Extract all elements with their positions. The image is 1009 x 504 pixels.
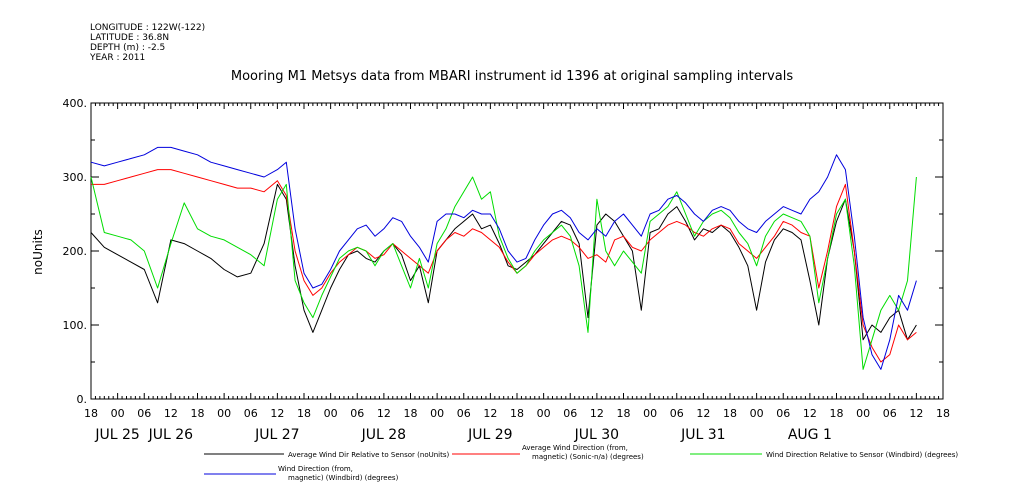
x-tick-label: 00 (430, 407, 444, 420)
x-date-label: AUG 1 (788, 427, 832, 443)
x-date-label: JUL 28 (361, 427, 406, 443)
x-tick-label: 00 (537, 407, 551, 420)
y-tick-label: 100. (63, 319, 88, 332)
series-line-1 (90, 183, 917, 341)
x-tick-label: 06 (244, 407, 258, 420)
axes: 0. 100. 200. 300. 400. 18 00 06 12 18 00 06 12 18 00 06… (63, 97, 951, 443)
x-tick-label: 18 (191, 407, 205, 420)
chart-title: Mooring M1 Metsys data from MBARI instru… (231, 69, 793, 84)
meta-depth: DEPTH (m) : -2.5 (90, 43, 166, 53)
y-tick-label: 200. (63, 245, 88, 258)
x-date-label: JUL 27 (254, 427, 299, 443)
series-line-3 (90, 176, 917, 370)
x-date-label: JUL 26 (148, 427, 194, 443)
x-tick-label: 00 (217, 407, 231, 420)
series-layer (90, 146, 917, 370)
y-tick-label: 300. (63, 171, 88, 184)
x-tick-label: 12 (590, 407, 604, 420)
x-tick-label: 12 (909, 407, 923, 420)
x-tick-label: 12 (483, 407, 497, 420)
series-line-4 (90, 146, 917, 370)
x-tick-label: 06 (137, 407, 151, 420)
x-tick-label: 06 (670, 407, 684, 420)
legend: Average Wind Dir Relative to Sensor (noU… (204, 444, 958, 482)
y-tick-label: 400. (63, 97, 88, 110)
meta-year: YEAR : 2011 (90, 53, 146, 63)
x-tick-label: 06 (776, 407, 790, 420)
x-date-label: JUL 25 (94, 427, 139, 443)
x-tick-label: 18 (404, 407, 418, 420)
plot-frame (90, 102, 944, 400)
x-tick-label: 06 (350, 407, 364, 420)
x-tick-label: 18 (510, 407, 524, 420)
y-axis-label: noUnits (31, 229, 45, 275)
x-tick-label: 18 (936, 407, 950, 420)
x-tick-label: 18 (830, 407, 844, 420)
x-tick-label: 12 (696, 407, 710, 420)
x-date-label: JUL 30 (574, 427, 619, 443)
x-tick-label: 12 (377, 407, 391, 420)
x-tick-label: 00 (643, 407, 657, 420)
x-tick-label: 18 (723, 407, 737, 420)
x-tick-label: 18 (617, 407, 631, 420)
x-tick-label: 00 (750, 407, 764, 420)
x-tick-label: 00 (856, 407, 870, 420)
x-tick-label: 00 (324, 407, 338, 420)
x-tick-label: 12 (270, 407, 284, 420)
meta-longitude: LONGITUDE : 122W(-122) (90, 23, 206, 33)
x-tick-label: 18 (84, 407, 98, 420)
x-tick-label: 06 (563, 407, 577, 420)
meta-latitude: LATITUDE : 36.8N (90, 33, 170, 43)
x-tick-label: 00 (111, 407, 125, 420)
x-date-label: JUL 31 (680, 427, 725, 443)
x-tick-label: 12 (803, 407, 817, 420)
x-tick-label: 06 (457, 407, 471, 420)
legend-label-3: Wind Direction Relative to Sensor (Windb… (766, 451, 958, 459)
x-tick-label: 18 (297, 407, 311, 420)
x-tick-label: 12 (164, 407, 178, 420)
legend-label-4: Wind Direction (from, magnetic) (Windbird… (278, 465, 399, 482)
x-date-label: JUL 29 (467, 427, 512, 443)
legend-label-1: Average Wind Dir Relative to Sensor (noU… (288, 451, 449, 459)
x-tick-label: 06 (883, 407, 897, 420)
legend-label-2: Average Wind Direction (from, magnetic) (… (522, 444, 644, 461)
series-line-2 (91, 169, 917, 363)
y-tick-label: 0. (77, 393, 88, 406)
